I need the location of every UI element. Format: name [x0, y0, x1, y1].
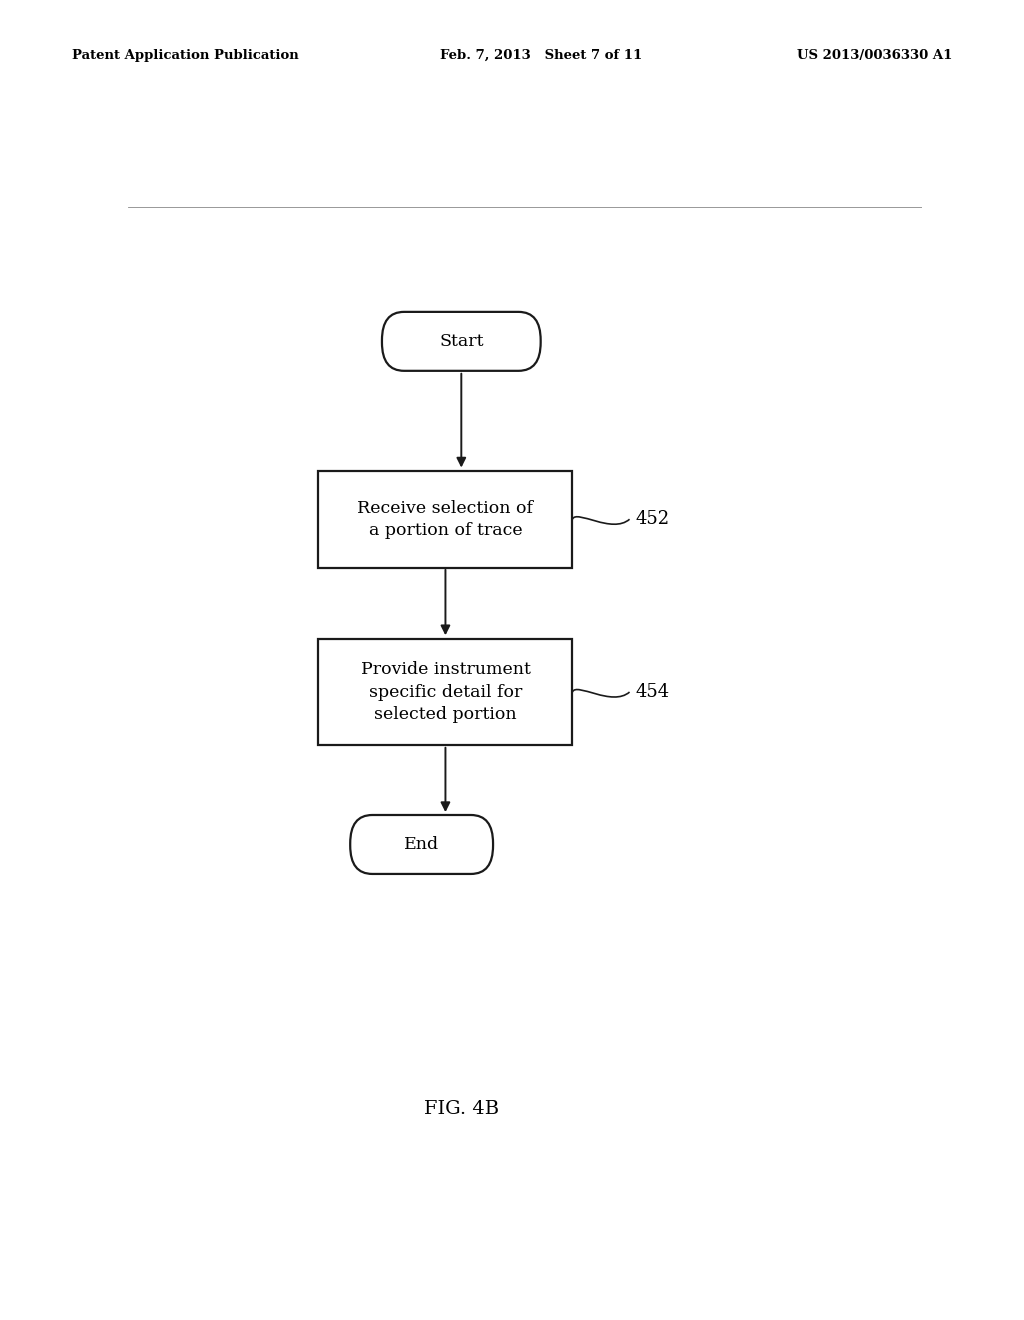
- Text: US 2013/0036330 A1: US 2013/0036330 A1: [797, 49, 952, 62]
- Text: Receive selection of
a portion of trace: Receive selection of a portion of trace: [357, 500, 534, 539]
- Text: Feb. 7, 2013   Sheet 7 of 11: Feb. 7, 2013 Sheet 7 of 11: [440, 49, 643, 62]
- FancyBboxPatch shape: [350, 814, 494, 874]
- Text: Patent Application Publication: Patent Application Publication: [72, 49, 298, 62]
- Text: 452: 452: [636, 511, 670, 528]
- Text: End: End: [404, 836, 439, 853]
- FancyBboxPatch shape: [382, 312, 541, 371]
- Text: Provide instrument
specific detail for
selected portion: Provide instrument specific detail for s…: [360, 661, 530, 723]
- Text: 454: 454: [636, 682, 670, 701]
- FancyBboxPatch shape: [318, 471, 572, 568]
- FancyBboxPatch shape: [318, 639, 572, 746]
- Text: Start: Start: [439, 333, 483, 350]
- Text: FIG. 4B: FIG. 4B: [424, 1100, 499, 1118]
